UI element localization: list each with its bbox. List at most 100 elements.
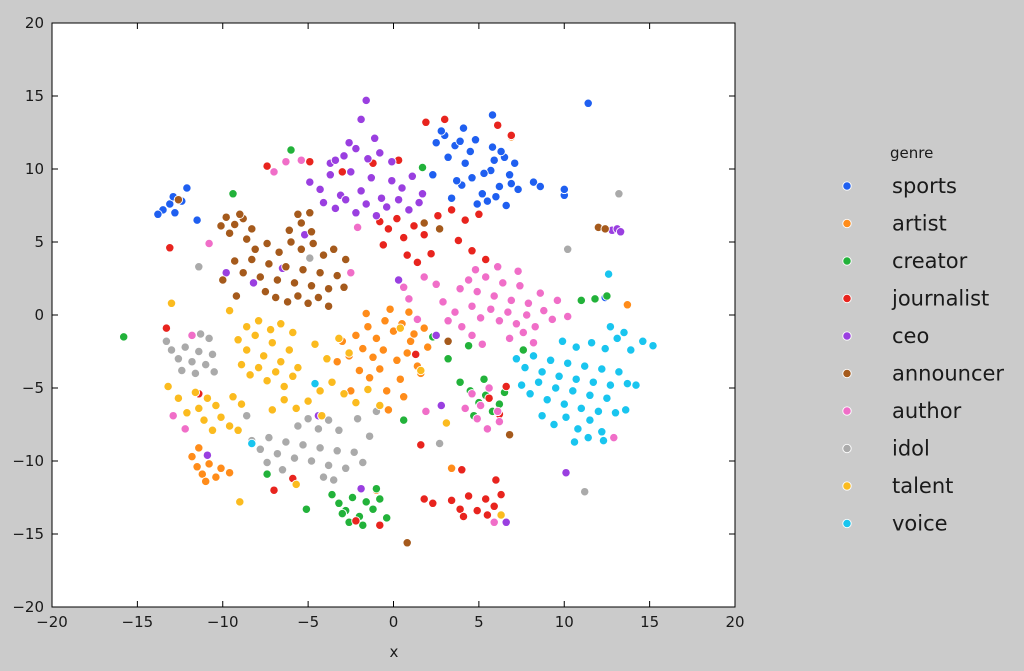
point-creator-26 [590,294,600,304]
point-artist-30 [385,304,395,314]
point-author-39 [475,400,486,411]
point-announcer-8 [230,256,240,266]
point-announcer-26 [303,298,313,308]
point-voice-5 [554,371,564,381]
point-author-12 [494,316,505,326]
point-announcer-42 [293,209,303,219]
legend-label: creator [892,249,968,273]
point-voice-7 [571,374,581,384]
point-idol-8 [190,368,201,379]
point-voice-2 [528,351,539,361]
point-creator-2 [334,498,344,508]
points-layer [119,95,658,548]
point-journalist-12 [383,224,394,234]
y-tick-label: 10 [25,160,44,178]
point-artist-7 [224,468,235,478]
point-journalist-29 [428,498,438,508]
point-ceo-32 [330,155,341,165]
point-voice-24 [602,393,612,403]
point-journalist-46 [501,381,511,392]
point-talent-23 [202,393,213,403]
point-idol-43 [194,262,204,272]
point-author-45 [494,416,505,427]
point-talent-49 [224,305,235,316]
point-sports-33 [513,184,523,195]
legend-label: journalist [891,287,989,311]
point-idol-41 [563,244,573,254]
point-artist-0 [187,451,197,462]
point-artist-21 [351,330,361,341]
point-ceo-31 [356,114,366,125]
legend-marker [842,481,852,491]
point-voice-46 [621,405,631,415]
point-announcer-27 [313,292,324,303]
point-talent-28 [199,415,209,425]
point-ceo-2 [325,170,335,180]
point-idol-39 [434,438,445,449]
point-ceo-7 [376,193,387,203]
point-idol-22 [323,460,334,471]
point-journalist-39 [351,516,361,526]
point-announcer-5 [235,209,245,219]
point-ceo-26 [375,148,385,158]
point-voice-49 [310,378,320,389]
legend-label: idol [892,437,930,461]
y-tick-label: 20 [25,14,44,32]
point-journalist-25 [426,249,436,259]
point-journalist-28 [419,494,429,504]
point-announcer-25 [293,291,303,301]
point-ceo-1 [315,184,325,195]
point-author-55 [346,268,356,278]
point-artist-8 [194,443,204,453]
point-journalist-37 [482,510,493,520]
point-author-41 [493,406,503,417]
point-author-40 [484,383,494,393]
point-author-57 [421,406,431,417]
point-voice-21 [576,403,586,414]
point-author-8 [523,298,534,308]
legend-label: voice [892,512,948,536]
point-journalist-22 [453,235,464,246]
point-talent-53 [496,510,506,520]
point-artist-40 [622,300,633,310]
legend-item-announcer: announcer [842,362,1004,386]
legend-marker [842,518,852,529]
legend-marker [842,256,852,266]
point-creator-4 [347,492,358,503]
point-talent-0 [233,335,243,345]
point-voice-4 [545,355,556,365]
point-announcer-9 [238,268,248,278]
y-tick-label: −20 [12,598,44,616]
point-journalist-0 [165,243,175,253]
point-voice-3 [537,367,547,377]
point-voice-20 [568,386,578,396]
point-artist-29 [419,323,429,333]
point-sports-23 [494,181,505,192]
legend-item-voice: voice [842,512,948,536]
point-talent-40 [351,397,361,408]
y-tick-label: 5 [34,233,44,251]
point-journalist-18 [433,211,443,221]
point-creator-34 [399,415,409,425]
point-idol-20 [306,456,317,466]
point-journalist-4 [337,167,347,177]
point-author-53 [269,167,279,177]
point-idol-24 [341,463,351,473]
point-idol-30 [323,415,334,425]
point-author-47 [168,411,178,421]
point-author-6 [506,295,516,306]
point-talent-25 [216,412,226,422]
point-voice-38 [600,343,610,354]
point-idol-1 [173,354,184,364]
point-creator-27 [602,291,612,301]
point-idol-36 [352,414,363,424]
x-tick-label: −20 [36,613,68,631]
legend-item-author: author [842,399,962,423]
point-author-27 [493,262,503,272]
point-voice-6 [563,358,573,368]
point-author-18 [547,314,557,325]
point-creator-23 [286,145,296,155]
point-journalist-16 [378,240,388,250]
point-voice-44 [619,327,629,338]
